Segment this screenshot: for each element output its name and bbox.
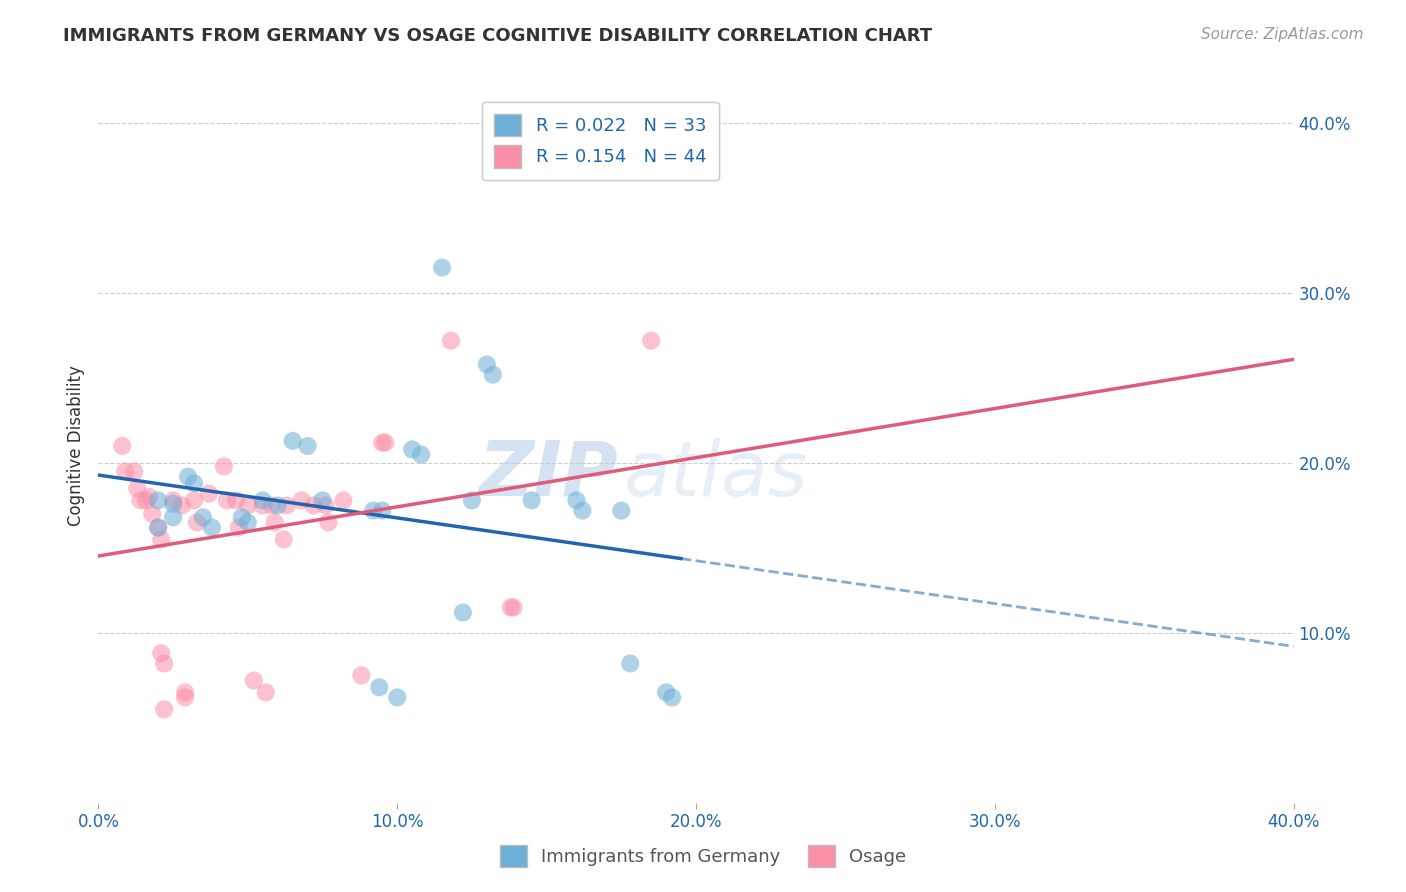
Y-axis label: Cognitive Disability: Cognitive Disability (66, 366, 84, 526)
Point (231, 510, 253, 524)
Point (260, 499, 283, 513)
Point (499, 600, 522, 615)
Point (461, 493, 484, 508)
Text: atlas: atlas (624, 438, 808, 511)
Point (610, 503, 633, 517)
Point (150, 646, 173, 660)
Point (565, 493, 588, 508)
Point (124, 465, 146, 479)
Point (225, 493, 247, 508)
Text: Source: ZipAtlas.com: Source: ZipAtlas.com (1201, 27, 1364, 42)
Point (198, 486, 221, 500)
Point (318, 516, 340, 530)
Point (350, 668, 373, 682)
Point (212, 459, 235, 474)
Point (135, 493, 157, 508)
Point (332, 493, 354, 508)
Point (153, 657, 176, 671)
Point (263, 516, 285, 530)
Point (252, 493, 274, 508)
Point (311, 493, 333, 508)
Point (148, 520, 170, 534)
Point (315, 499, 337, 513)
Point (162, 510, 184, 524)
Point (129, 493, 152, 508)
Point (502, 600, 524, 615)
Text: IMMIGRANTS FROM GERMANY VS OSAGE COGNITIVE DISABILITY CORRELATION CHART: IMMIGRANTS FROM GERMANY VS OSAGE COGNITI… (63, 27, 932, 45)
Point (201, 520, 224, 534)
Point (363, 503, 385, 517)
Point (411, 448, 433, 462)
Point (273, 533, 295, 547)
Point (475, 358, 498, 372)
Point (430, 260, 453, 275)
Point (297, 439, 319, 453)
Point (172, 499, 194, 513)
Point (186, 516, 208, 530)
Point (374, 435, 396, 450)
Point (520, 493, 543, 508)
Point (174, 690, 197, 705)
Point (385, 690, 409, 705)
Point (228, 520, 250, 534)
Point (153, 702, 176, 716)
Point (401, 442, 423, 457)
Point (619, 657, 641, 671)
Point (267, 499, 290, 513)
Point (141, 507, 163, 521)
Point (236, 516, 259, 530)
Point (162, 497, 184, 511)
Point (482, 368, 505, 382)
Point (148, 520, 170, 534)
Point (162, 493, 184, 508)
Legend: R = 0.022   N = 33, R = 0.154   N = 44: R = 0.022 N = 33, R = 0.154 N = 44 (482, 102, 718, 180)
Legend: Immigrants from Germany, Osage: Immigrants from Germany, Osage (492, 838, 914, 874)
Point (291, 493, 314, 508)
Point (183, 493, 205, 508)
Point (183, 476, 205, 491)
Point (252, 499, 274, 513)
Point (571, 503, 593, 517)
Point (661, 690, 683, 705)
Point (371, 435, 394, 450)
Point (368, 680, 391, 694)
Point (111, 439, 134, 453)
Point (371, 503, 394, 517)
Point (215, 493, 238, 508)
Point (281, 434, 304, 448)
Point (655, 685, 678, 699)
Point (243, 673, 266, 688)
Text: ZIP: ZIP (478, 438, 619, 511)
Point (150, 533, 173, 547)
Point (451, 606, 474, 620)
Point (191, 510, 214, 524)
Point (138, 490, 160, 504)
Point (254, 685, 277, 699)
Point (236, 499, 259, 513)
Point (148, 493, 170, 508)
Point (276, 499, 298, 513)
Point (440, 334, 463, 348)
Point (302, 499, 325, 513)
Point (640, 334, 662, 348)
Point (174, 685, 197, 699)
Point (127, 482, 149, 496)
Point (114, 465, 136, 479)
Point (177, 469, 200, 483)
